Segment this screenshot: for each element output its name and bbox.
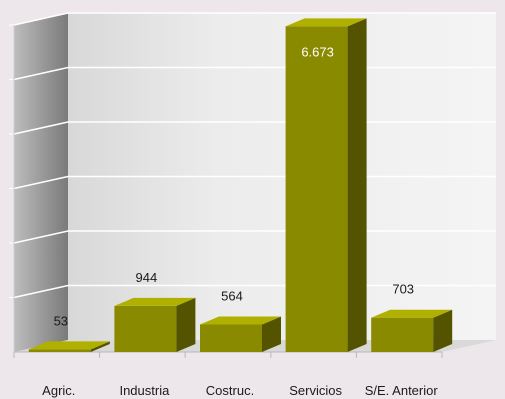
bar <box>371 309 453 352</box>
bar <box>285 18 367 353</box>
bars-group <box>28 18 453 353</box>
gridline <box>13 12 496 26</box>
bar-side <box>262 316 281 352</box>
bar-front <box>285 26 348 353</box>
bar-front <box>200 324 262 352</box>
bar-top <box>371 309 453 318</box>
category-label: S/E. Anterior <box>365 383 439 398</box>
category-label: Agric. <box>42 383 75 398</box>
category-label: Costruc. <box>206 383 254 398</box>
category-label: Industria <box>119 383 170 398</box>
bar <box>200 316 281 352</box>
bar-front <box>28 349 91 352</box>
bar-top <box>285 18 367 27</box>
bar-side <box>433 309 453 352</box>
bar-top <box>28 341 110 350</box>
bar-side <box>347 18 367 353</box>
category-label: Servicios <box>289 383 342 398</box>
bar-side <box>90 341 110 352</box>
bar-top <box>114 297 196 306</box>
value-label: 6.673 <box>301 44 334 59</box>
bar-front <box>114 305 177 352</box>
value-label: 564 <box>221 288 243 303</box>
chart-walls <box>14 13 496 352</box>
labels-group: 53 Agric. 944 Industria 564 Costruc. 6.673 Serv… <box>42 44 438 398</box>
value-label: 944 <box>136 270 158 285</box>
bar <box>114 297 196 352</box>
value-label: 703 <box>392 282 414 297</box>
value-label: 53 <box>54 313 68 328</box>
bar-front <box>371 317 434 352</box>
bar-top <box>200 316 281 325</box>
bar <box>28 341 110 352</box>
bar-side <box>176 297 196 352</box>
